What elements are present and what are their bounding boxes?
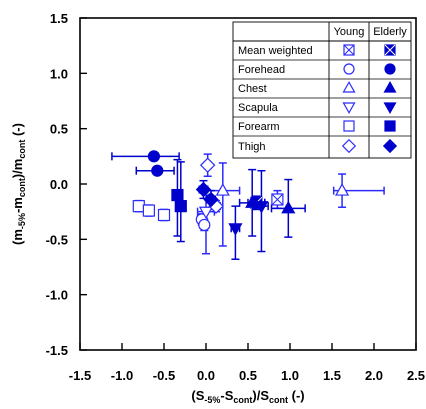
marker-shape <box>343 120 355 132</box>
y-tick-label: 0.5 <box>50 122 68 137</box>
marker-shape <box>341 138 357 154</box>
marker-shape <box>215 183 230 196</box>
data-point <box>203 191 219 208</box>
axis-ticks: -1.5 -1.0 -0.5 0.0 0.5 1.0 1.5 2.0 2.5 -1.5 -1.0 -0… <box>46 11 425 383</box>
x-tick-label: 2.0 <box>365 368 383 383</box>
marker-cross <box>343 44 355 56</box>
marker-cross <box>271 193 284 206</box>
marker-shape <box>335 183 350 196</box>
data-point <box>254 201 269 214</box>
legend-marker-young <box>343 63 355 75</box>
legend-header-young: Young <box>334 26 365 38</box>
marker-shape <box>174 200 187 213</box>
legend-label-forearm: Forearm <box>238 121 280 133</box>
marker-shape <box>383 102 397 114</box>
marker-shape <box>147 150 161 163</box>
marker-shape <box>198 206 214 220</box>
y-tick-label: 1.0 <box>50 66 68 81</box>
legend-marker-elderly <box>384 63 396 75</box>
y-axis-label: (m-5%-mcont)/mcont (-) <box>10 123 27 245</box>
data-markers <box>132 150 350 236</box>
legend-marker-young <box>343 44 355 56</box>
marker-shape <box>254 201 269 214</box>
legend-marker-elderly <box>383 102 397 114</box>
data-point <box>199 157 216 173</box>
legend-marker-young <box>343 120 355 132</box>
y-tick-label: 0.0 <box>50 177 68 192</box>
y-tick-label: -1.5 <box>46 343 68 358</box>
marker-shape <box>171 188 184 202</box>
legend-marker-young <box>342 102 356 114</box>
x-tick-label: 2.5 <box>407 368 425 383</box>
marker-shape <box>382 138 398 154</box>
legend-label-chest: Chest <box>238 83 267 95</box>
data-point <box>151 164 164 177</box>
legend-markers <box>341 44 398 154</box>
data-point <box>281 200 296 214</box>
legend: Young Elderly Mean weighted Forehead Che… <box>232 21 412 159</box>
x-tick-label: 0.5 <box>239 368 257 383</box>
legend-marker-young <box>342 81 356 93</box>
data-point <box>198 218 211 232</box>
x-tick-label: 1.0 <box>281 368 299 383</box>
legend-marker-elderly <box>384 120 396 132</box>
data-point <box>174 200 187 213</box>
legend-marker-elderly <box>382 138 398 154</box>
data-point <box>335 183 350 196</box>
x-tick-label: -1.5 <box>69 368 91 383</box>
legend-label-forehead: Forehead <box>238 64 285 76</box>
x-tick-label: 0.0 <box>197 368 215 383</box>
legend-frame <box>232 21 412 159</box>
legend-marker-young <box>341 138 357 154</box>
y-tick-label: -1.0 <box>46 288 68 303</box>
data-point <box>228 223 243 236</box>
data-point <box>195 181 212 198</box>
data-point <box>198 206 214 220</box>
marker-shape <box>383 81 397 93</box>
marker-shape <box>281 200 296 214</box>
y-tick-label: 1.5 <box>50 11 68 26</box>
x-axis-label: (S-5%-Scont)/Scont (-) <box>191 388 304 405</box>
data-point <box>171 188 184 202</box>
marker-shape <box>157 208 171 222</box>
legend-label-mean-weighted: Mean weighted <box>238 45 313 57</box>
marker-shape <box>384 63 396 75</box>
legend-marker-elderly <box>384 44 396 56</box>
data-point <box>142 204 155 217</box>
marker-cross <box>384 44 396 56</box>
marker-shape <box>199 157 216 173</box>
y-tick-label: -0.5 <box>46 232 68 247</box>
data-point <box>132 200 145 213</box>
data-point <box>157 208 171 222</box>
data-point <box>147 150 161 163</box>
legend-header-elderly: Elderly <box>373 26 407 38</box>
marker-shape <box>142 204 155 217</box>
x-tick-label: 1.5 <box>323 368 341 383</box>
marker-shape <box>203 191 219 208</box>
data-point <box>215 183 230 196</box>
marker-shape <box>195 181 212 198</box>
marker-shape <box>343 63 355 75</box>
marker-shape <box>151 164 164 177</box>
marker-shape <box>384 120 396 132</box>
marker-shape <box>132 200 145 213</box>
marker-shape <box>342 81 356 93</box>
marker-shape <box>342 102 356 114</box>
x-tick-label: -1.0 <box>111 368 133 383</box>
marker-shape <box>228 223 243 236</box>
x-tick-label: -0.5 <box>153 368 175 383</box>
legend-label-thigh: Thigh <box>238 141 266 153</box>
plot-area: -1.5 -1.0 -0.5 0.0 0.5 1.0 1.5 2.0 2.5 -1.5 -1.0 -0… <box>46 11 425 383</box>
data-point <box>271 193 284 206</box>
legend-marker-elderly <box>383 81 397 93</box>
legend-label-scapula: Scapula <box>238 102 279 114</box>
marker-shape <box>198 218 211 232</box>
